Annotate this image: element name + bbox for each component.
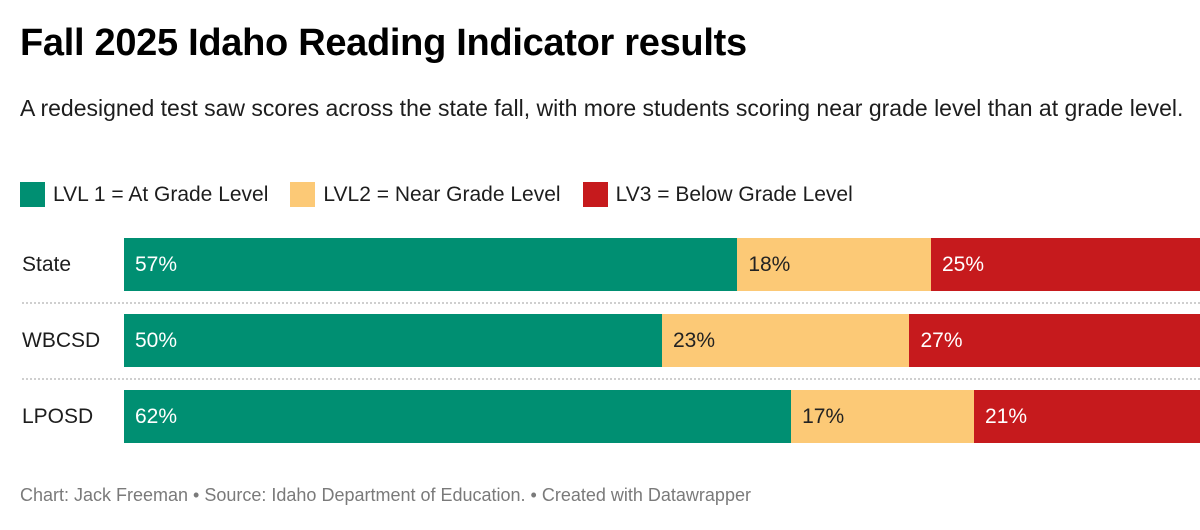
stacked-bar: 62% 17% 21% — [124, 390, 1200, 443]
bar-row-state: State 57% 18% 25% — [0, 238, 1200, 291]
bar-rows: State 57% 18% 25% WBCSD 50% 23% 27% LPOS… — [0, 238, 1200, 466]
row-divider — [22, 378, 1200, 380]
bar-segment-lvl3: 27% — [909, 314, 1200, 367]
row-label: State — [22, 253, 72, 276]
chart-title: Fall 2025 Idaho Reading Indicator result… — [20, 22, 747, 64]
legend-item-lvl3: LV3 = Below Grade Level — [582, 182, 853, 207]
legend-swatch-lvl3 — [582, 182, 608, 207]
legend-swatch-lvl1 — [20, 182, 45, 207]
legend-label-lvl2: LVL2 = Near Grade Level — [323, 182, 561, 206]
bar-segment-lvl1: 57% — [124, 238, 738, 291]
row-label: LPOSD — [22, 405, 94, 428]
row-divider — [22, 302, 1200, 304]
bar-segment-lvl1: 62% — [124, 390, 792, 443]
legend-label-lvl3: LV3 = Below Grade Level — [615, 182, 853, 206]
legend-item-lvl1: LVL 1 = At Grade Level — [20, 182, 268, 207]
bar-segment-lvl1: 50% — [124, 314, 662, 367]
legend: LVL 1 = At Grade Level LVL2 = Near Grade… — [20, 182, 875, 207]
bar-segment-lvl3: 25% — [930, 238, 1200, 291]
bar-row-wbcsd: WBCSD 50% 23% 27% — [0, 314, 1200, 367]
bar-row-lposd: LPOSD 62% 17% 21% — [0, 390, 1200, 443]
legend-swatch-lvl2 — [290, 182, 316, 207]
bar-segment-lvl3: 21% — [974, 390, 1200, 443]
chart-footer: Chart: Jack Freeman • Source: Idaho Depa… — [20, 485, 751, 505]
chart-subtitle: A redesigned test saw scores across the … — [20, 95, 1184, 121]
row-label: WBCSD — [22, 329, 101, 352]
stacked-bar: 57% 18% 25% — [124, 238, 1200, 291]
stacked-bar: 50% 23% 27% — [124, 314, 1200, 367]
bar-segment-lvl2: 18% — [737, 238, 931, 291]
legend-label-lvl1: LVL 1 = At Grade Level — [53, 182, 269, 206]
bar-segment-lvl2: 17% — [791, 390, 975, 443]
legend-item-lvl2: LVL2 = Near Grade Level — [290, 182, 561, 207]
bar-segment-lvl2: 23% — [662, 314, 910, 367]
